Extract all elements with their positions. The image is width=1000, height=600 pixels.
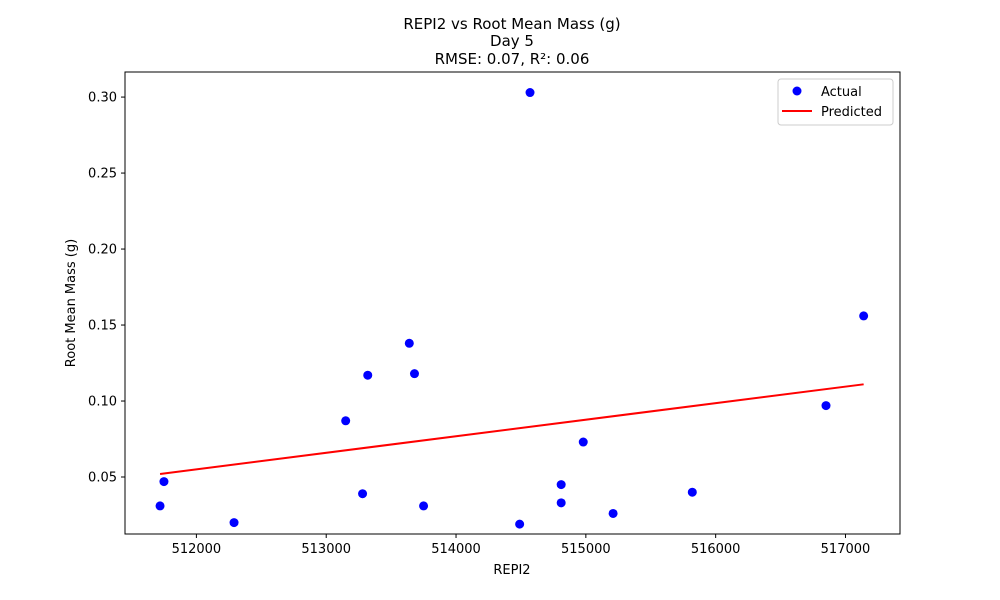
x-axis-label: REPI2 bbox=[493, 563, 530, 578]
legend-label-actual: Actual bbox=[821, 85, 862, 100]
actual-point bbox=[409, 369, 419, 379]
actual-point bbox=[515, 519, 525, 529]
x-tick-label: 512000 bbox=[172, 542, 222, 557]
y-tick-label: 0.25 bbox=[88, 167, 117, 182]
x-axis-ticks: 512000 513000 514000 515000 516000 517000 bbox=[172, 534, 871, 557]
actual-point bbox=[341, 416, 351, 426]
actual-point bbox=[821, 401, 831, 411]
y-tick-label: 0.30 bbox=[88, 91, 117, 106]
actual-point bbox=[229, 518, 239, 528]
y-tick-label: 0.10 bbox=[88, 395, 117, 410]
legend-box bbox=[777, 78, 894, 126]
chart-subtitle: Day 5 bbox=[490, 32, 534, 50]
legend-marker-actual bbox=[792, 86, 802, 96]
x-tick-label: 517000 bbox=[821, 542, 871, 557]
y-tick-label: 0.20 bbox=[88, 243, 117, 258]
actual-point bbox=[525, 88, 535, 98]
actual-point bbox=[358, 489, 368, 499]
legend: Actual Predicted bbox=[777, 78, 894, 126]
y-tick-label: 0.15 bbox=[88, 319, 117, 334]
predicted-line bbox=[159, 383, 864, 475]
chart-metrics: RMSE: 0.07, R²: 0.06 bbox=[435, 50, 590, 68]
actual-point bbox=[556, 498, 566, 508]
y-axis-ticks: 0.05 0.10 0.15 0.20 0.25 0.30 bbox=[88, 91, 125, 486]
actual-point bbox=[155, 501, 165, 511]
y-axis-label: Root Mean Mass (g) bbox=[64, 239, 79, 367]
x-tick-label: 514000 bbox=[431, 542, 481, 557]
plot-frame bbox=[124, 71, 901, 535]
y-tick-label: 0.05 bbox=[88, 471, 117, 486]
legend-label-predicted: Predicted bbox=[821, 105, 882, 120]
plot-area bbox=[155, 88, 869, 529]
actual-point bbox=[363, 370, 373, 380]
actual-point bbox=[859, 311, 869, 321]
x-tick-label: 516000 bbox=[691, 542, 741, 557]
actual-point bbox=[608, 508, 618, 518]
actual-point bbox=[419, 501, 429, 511]
actual-point bbox=[578, 437, 588, 447]
actual-point bbox=[687, 487, 697, 497]
x-tick-label: 513000 bbox=[301, 542, 351, 557]
x-tick-label: 515000 bbox=[561, 542, 611, 557]
actual-point bbox=[404, 338, 414, 348]
actual-point bbox=[159, 477, 169, 487]
chart-title: REPI2 vs Root Mean Mass (g) bbox=[403, 15, 620, 33]
actual-point bbox=[556, 480, 566, 490]
